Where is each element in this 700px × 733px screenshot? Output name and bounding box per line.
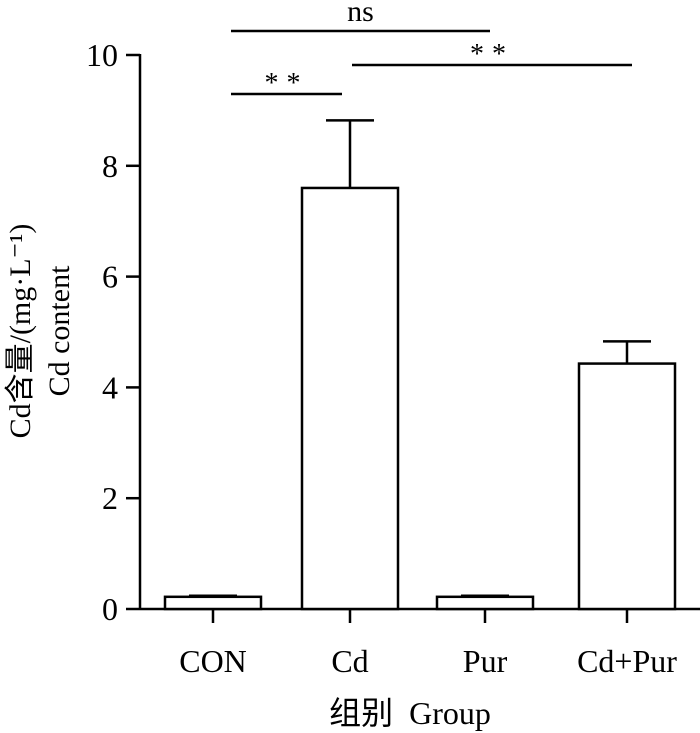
significance-brackets: ns ** ** <box>231 0 632 99</box>
y-tick-label: 4 <box>102 369 118 405</box>
y-tick-label: 6 <box>102 259 118 295</box>
y-axis-label-english: Cd content <box>43 265 76 396</box>
x-tick-label: Cd+Pur <box>577 643 677 679</box>
y-tick-label: 10 <box>86 37 118 73</box>
y-tick-label: 2 <box>102 480 118 516</box>
y-axis: 0 2 4 6 8 10 <box>86 37 142 627</box>
bar <box>300 186 400 611</box>
y-axis-label-chinese: Cd含量/(mg·L⁻¹) <box>4 224 37 439</box>
y-tick-label: 0 <box>102 591 118 627</box>
significance-label: ns <box>347 0 374 28</box>
x-tick-label: Pur <box>463 643 508 679</box>
x-tick-label: Cd <box>331 643 368 679</box>
bars <box>163 119 677 611</box>
bar <box>435 595 535 611</box>
bar <box>163 595 263 611</box>
significance-label: ** <box>470 39 514 70</box>
y-tick-label: 8 <box>102 148 118 184</box>
bar <box>577 362 677 611</box>
x-axis-label: 组别 Group <box>329 695 491 731</box>
x-tick-label: CON <box>179 643 247 679</box>
x-axis: CON Cd Pur Cd+Pur <box>140 607 700 679</box>
significance-label: ** <box>265 68 309 99</box>
